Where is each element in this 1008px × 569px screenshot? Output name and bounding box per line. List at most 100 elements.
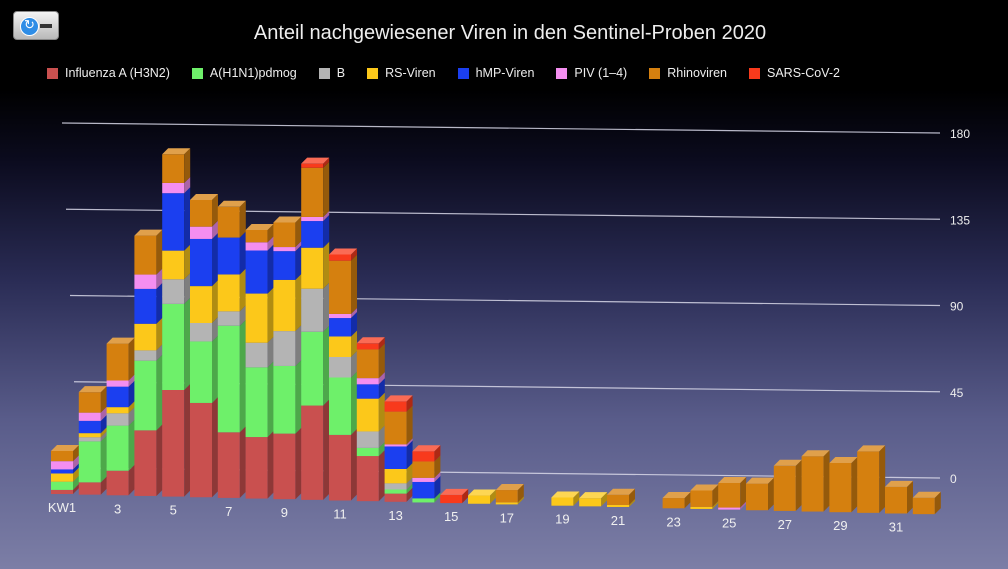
bar-segment-side — [378, 372, 385, 385]
bar-segment-side — [128, 337, 135, 381]
bar-segment-side — [351, 248, 357, 261]
bar-segment-side — [462, 488, 469, 504]
bar-segment — [51, 473, 73, 482]
bar-segment — [468, 495, 490, 504]
legend-item: PIV (1–4) — [556, 66, 627, 80]
bar-top — [690, 484, 719, 491]
bar-segment-side — [629, 498, 635, 507]
bar-segment — [245, 250, 268, 294]
bar-segment-side — [795, 459, 802, 511]
bar-top — [190, 194, 218, 200]
x-tick-label: 27 — [778, 517, 792, 532]
legend-item: Rhinoviren — [649, 66, 727, 80]
minus-icon — [40, 24, 52, 28]
bar-segment — [495, 490, 518, 503]
x-tick-label: 19 — [555, 512, 569, 527]
bar-segment-side — [212, 396, 218, 498]
bar-segment-side — [100, 427, 107, 438]
bar-segment-side — [879, 445, 886, 513]
bar-top — [356, 337, 385, 344]
bar-segment — [412, 481, 435, 499]
x-tick-label: 9 — [281, 505, 288, 520]
x-tick-label: 25 — [722, 516, 736, 531]
bar-segment — [301, 163, 324, 168]
bar-segment-side — [100, 435, 107, 483]
bar-top — [273, 216, 302, 223]
x-tick-label: 11 — [333, 507, 347, 522]
bar-segment-side — [128, 401, 135, 414]
bar-segment — [329, 254, 351, 261]
bar-segment-side — [768, 477, 774, 511]
bar-segment — [106, 386, 129, 408]
redo-arrow-icon — [20, 17, 39, 36]
bar-segment — [245, 242, 268, 251]
bar-segment — [162, 250, 185, 280]
bar-segment — [912, 497, 935, 515]
bar-segment — [384, 446, 407, 469]
bar-segment-side — [73, 463, 79, 474]
bar-segment-side — [490, 489, 496, 504]
bar-segment — [801, 456, 824, 512]
back-button[interactable] — [13, 11, 59, 40]
bar-top — [301, 157, 330, 164]
bar-segment — [384, 411, 407, 445]
x-tick-label: 31 — [889, 520, 903, 535]
bar-segment-side — [351, 428, 357, 501]
bar-segment — [607, 504, 629, 507]
bar-segment-side — [851, 457, 858, 513]
bar-segment-side — [73, 475, 79, 490]
bar-segment-side — [351, 307, 357, 319]
bar-segment-side — [629, 488, 635, 505]
bar-segment-side — [184, 297, 191, 390]
bar-segment-side — [267, 431, 274, 499]
bar-segment-side — [712, 484, 719, 507]
bar-segment-side — [295, 245, 302, 280]
bar-segment-side — [740, 476, 747, 508]
bar-segment — [273, 433, 296, 500]
bar-segment-side — [323, 241, 330, 289]
bar-segment — [356, 456, 379, 502]
bar-top — [607, 488, 635, 495]
bar-segment-side — [406, 477, 413, 490]
x-tick-label: 3 — [114, 501, 121, 516]
bar-top — [773, 459, 802, 466]
bar-segment — [384, 444, 407, 447]
bar-segment — [162, 303, 185, 390]
bar-segment-side — [712, 500, 719, 509]
bar-segment — [106, 380, 129, 387]
bar-segment-side — [239, 200, 246, 238]
bar-segment — [356, 343, 379, 350]
bar-segment — [329, 260, 351, 314]
bar-segment-side — [212, 317, 218, 342]
bar-segment — [190, 323, 212, 342]
bar-segment — [329, 313, 351, 319]
bar-segment — [412, 477, 435, 482]
bar-segment-side — [934, 491, 941, 515]
bar-segment — [78, 392, 101, 413]
y-tick-label: 0 — [950, 472, 957, 486]
x-tick-label: 13 — [388, 508, 402, 523]
legend-label: Rhinoviren — [667, 66, 727, 80]
bar-segment — [301, 247, 324, 289]
bar-segment — [662, 498, 685, 509]
bar-segment-side — [351, 312, 357, 337]
legend-label: PIV (1–4) — [574, 66, 628, 80]
bar-segment-side — [351, 371, 357, 435]
bar-segment — [134, 235, 157, 275]
bar-segment-side — [212, 280, 218, 323]
bar-top — [412, 445, 441, 452]
bar-segment — [301, 216, 324, 222]
bar-segment-side — [267, 361, 274, 438]
legend-swatch — [649, 67, 661, 79]
legend-swatch — [367, 67, 379, 79]
bar-segment — [273, 251, 296, 280]
bar-segment-side — [73, 455, 79, 470]
bar-segment-side — [212, 232, 218, 287]
x-tick-label: 7 — [225, 504, 232, 519]
bar-segment-side — [434, 492, 441, 503]
bar-segment — [134, 350, 157, 361]
bar-segment — [190, 238, 212, 287]
bar-segment — [412, 498, 435, 503]
bar-segment-side — [434, 455, 441, 478]
bar-top — [134, 229, 163, 236]
